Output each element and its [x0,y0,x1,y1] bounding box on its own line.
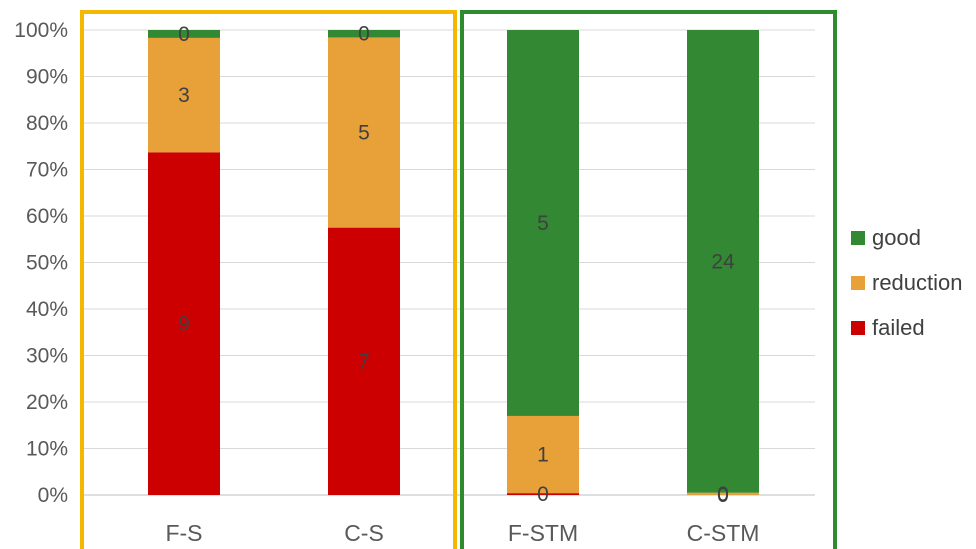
group-frame [80,10,457,549]
bar-reduction-f-s [148,37,220,153]
bar-failed-f-s [148,152,220,496]
y-tick-label: 40% [26,298,68,321]
legend-label: good [872,225,921,250]
y-tick-label: 70% [26,159,68,182]
data-label: 3 [178,84,190,107]
bar-good-c-s [328,30,400,38]
data-label: 0 [537,483,549,506]
y-tick-label: 30% [26,345,68,368]
data-label: 0 [178,23,190,46]
bar-good-f-stm [507,30,579,416]
x-tick-label: F-STM [508,520,578,546]
y-tick-label: 0% [38,484,68,507]
legend-label: failed [872,315,925,340]
data-label: 0 [358,23,370,46]
data-label: 0 [717,484,729,507]
x-tick-label: C-STM [687,520,760,546]
legend-swatch [851,231,865,245]
x-tick-label: F-S [165,520,202,546]
bar-good-f-s [148,30,220,38]
legend-swatch [851,321,865,335]
data-label: 24 [711,250,735,273]
bars [148,30,759,496]
y-tick-label: 100% [14,19,68,42]
y-tick-label: 50% [26,252,68,275]
y-tick-label: 60% [26,205,68,228]
data-label: 5 [537,212,549,235]
bar-reduction-f-stm [507,415,579,494]
y-tick-label: 10% [26,438,68,461]
y-tick-label: 20% [26,391,68,414]
y-axis: 0% 10% 20% 30% 40% 50% 60% 70% 80% 90% 100% [14,19,68,507]
legend-swatch [851,276,865,290]
group-frame [460,10,837,549]
y-tick-label: 90% [26,66,68,89]
data-label: 5 [358,122,370,145]
x-axis: F-S C-S F-STM C-STM [165,520,759,546]
y-tick-label: 80% [26,112,68,135]
data-label: 9 [178,313,190,336]
bar-failed-f-stm [507,493,579,495]
group-frames [80,10,837,549]
bar-reduction-c-stm [687,492,759,495]
bar-good-c-stm [687,30,759,493]
data-label: 0 [717,483,729,506]
legend-label: reduction [872,270,963,295]
bar-failed-c-s [328,227,400,495]
legend: good reduction failed [851,225,963,340]
data-label: 1 [537,444,549,467]
bar-reduction-c-s [328,37,400,228]
x-tick-label: C-S [344,520,384,546]
data-label: 7 [358,350,370,373]
